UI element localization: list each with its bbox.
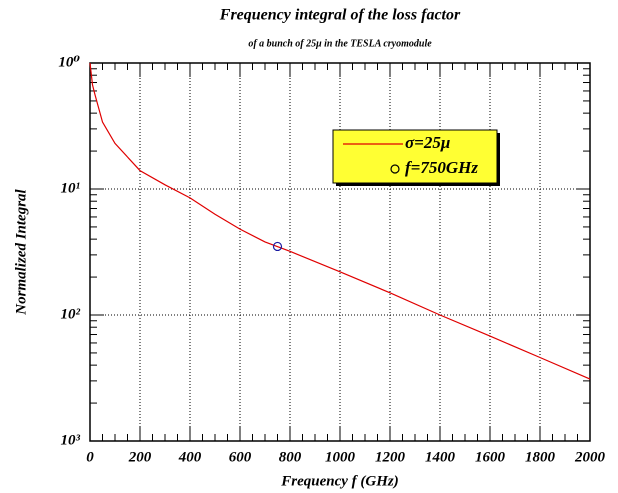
- x-tick-label: 400: [178, 449, 202, 465]
- data-line: [89, 62, 591, 380]
- plot-frame: [89, 62, 591, 442]
- x-tick-label: 200: [128, 449, 152, 465]
- x-tick-label: 1400: [425, 449, 456, 465]
- y-tick-label: 10¹: [61, 180, 81, 196]
- x-tick-label: 2000: [574, 449, 606, 465]
- legend-box: [332, 129, 498, 184]
- x-axis-label: Frequency f (GHz): [280, 473, 398, 489]
- x-tick-label: 0: [86, 449, 94, 465]
- x-tick-label: 1000: [325, 449, 356, 465]
- legend-marker: [390, 164, 400, 174]
- x-tick-label: 800: [279, 449, 302, 465]
- x-tick-label: 1200: [375, 449, 406, 465]
- y-axis-label: Normalized Integral: [13, 188, 29, 315]
- y-tick-label: 10⁰: [58, 54, 80, 70]
- y-tick-label: 10³: [61, 432, 81, 448]
- legend-label: f=750GHz: [405, 158, 478, 177]
- chart-subtitle: of a bunch of 25μ in the TESLA cryomodul…: [248, 38, 432, 49]
- x-tick-label: 1800: [525, 449, 556, 465]
- chart-title: Frequency integral of the loss factor: [219, 7, 461, 24]
- y-tick-label: 10²: [61, 306, 81, 322]
- x-tick-label: 1600: [475, 449, 506, 465]
- legend-label: σ=25μ: [405, 133, 450, 152]
- x-tick-label: 600: [229, 449, 252, 465]
- data-point: [272, 241, 283, 252]
